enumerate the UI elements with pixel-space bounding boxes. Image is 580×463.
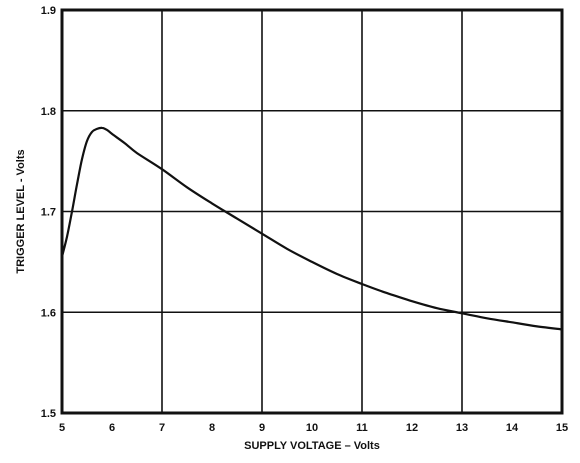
x-tick-label: 11 [356, 422, 368, 434]
x-tick-label: 7 [159, 422, 165, 434]
x-tick-label: 15 [556, 422, 568, 434]
x-tick-label: 13 [456, 422, 468, 434]
x-tick-label: 12 [406, 422, 418, 434]
x-tick-label: 8 [209, 422, 215, 434]
gridlines [62, 10, 562, 413]
y-axis-label: TRIGGER LEVEL - Volts [15, 149, 27, 273]
y-tick-label: 1.8 [41, 106, 56, 118]
x-tick-label: 10 [306, 422, 318, 434]
x-tick-label: 14 [506, 422, 519, 434]
y-tick-label: 1.7 [41, 207, 56, 219]
y-tick-label: 1.9 [41, 5, 56, 17]
tick-labels: 5 6 7 8 9 10 11 12 13 14 15 1.5 1.6 1.7 1.8 1.9 [41, 5, 568, 434]
x-axis-label: SUPPLY VOLTAGE – Volts [244, 440, 380, 452]
x-tick-label: 6 [109, 422, 115, 434]
x-tick-label: 9 [259, 422, 265, 434]
y-tick-label: 1.5 [41, 408, 56, 420]
series-line [60, 126, 564, 331]
x-tick-label: 5 [59, 422, 65, 434]
plot-frame [60, 8, 564, 415]
y-tick-label: 1.6 [41, 307, 56, 319]
